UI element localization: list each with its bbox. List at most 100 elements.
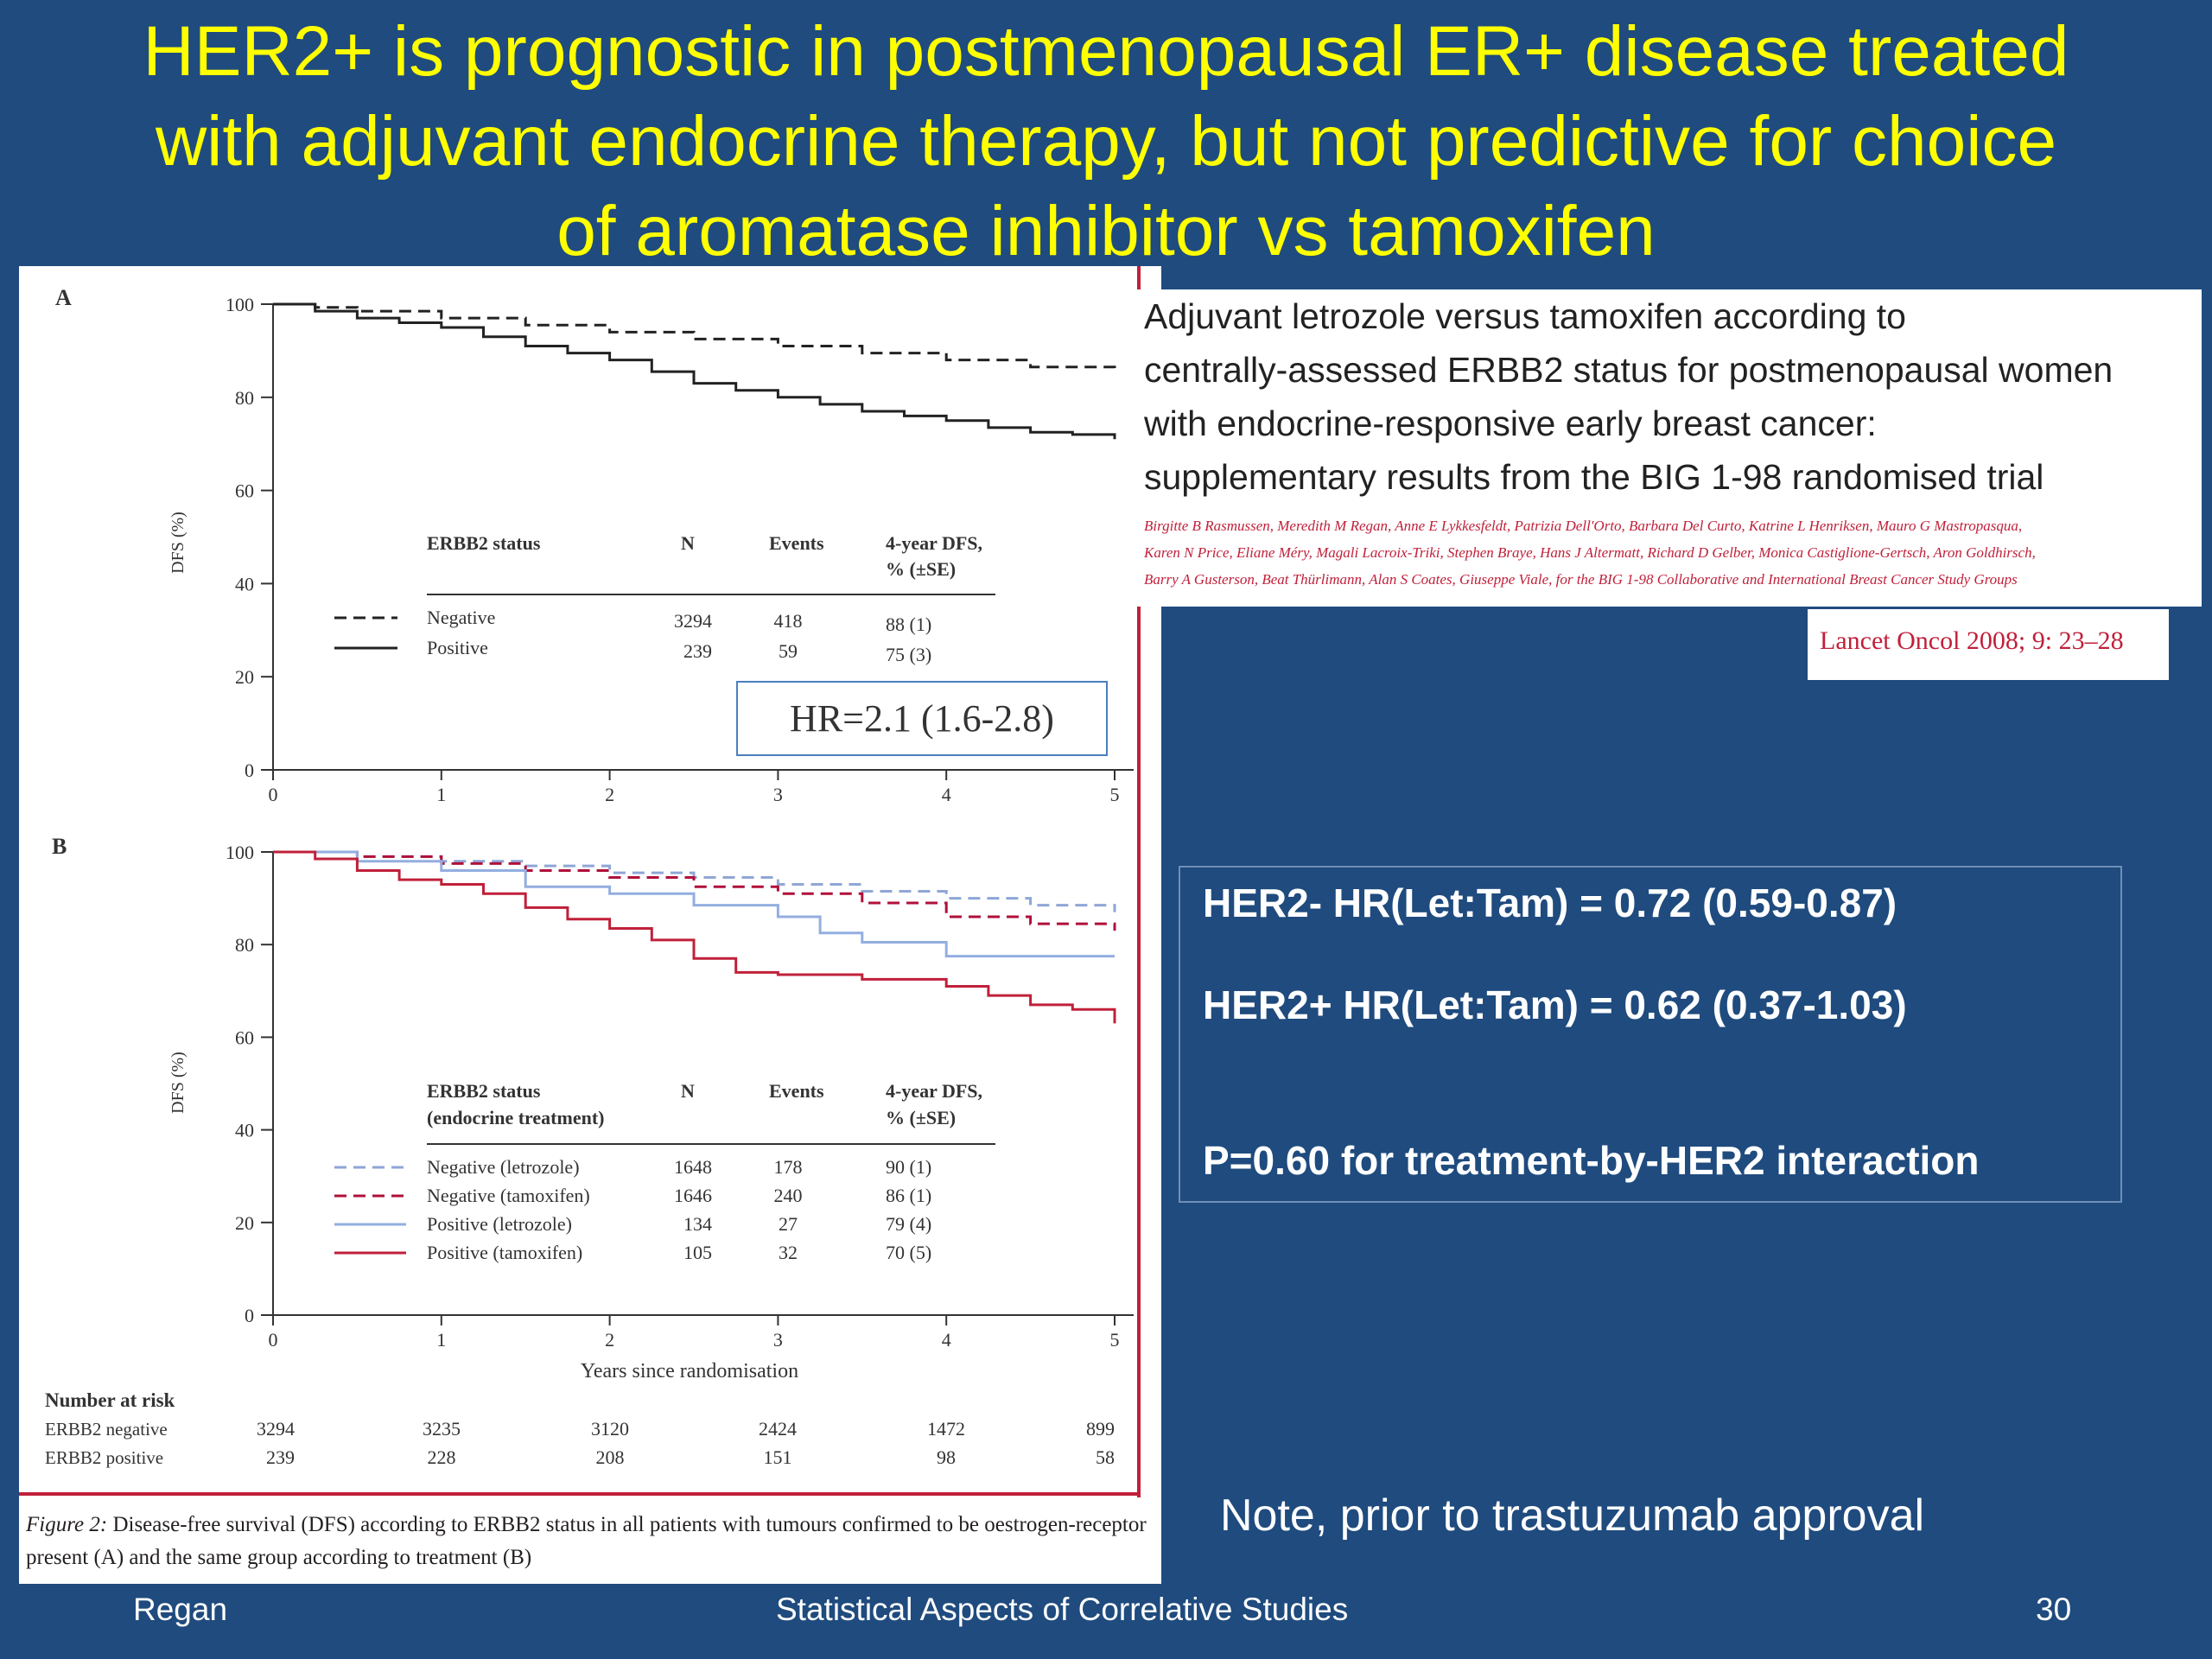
panel-b-xlabel: Years since randomisation xyxy=(581,1360,798,1382)
risk-value: 98 xyxy=(937,1446,956,1468)
legend-label: Positive (tamoxifen) xyxy=(427,1242,582,1263)
legend-label: Negative xyxy=(427,607,495,628)
interaction-p-value: P=0.60 for treatment-by-HER2 interaction xyxy=(1203,1138,1980,1183)
legend-header-dfs: 4-year DFS, xyxy=(886,1080,982,1102)
y-tick-label: 0 xyxy=(245,760,254,781)
legend-n: 134 xyxy=(683,1213,712,1235)
risk-row-label: ERBB2 positive xyxy=(45,1447,163,1468)
legend-header-n: N xyxy=(681,1080,695,1102)
x-tick-label: 3 xyxy=(773,1329,783,1351)
y-tick-label: 100 xyxy=(226,294,254,315)
risk-value: 228 xyxy=(428,1446,456,1468)
x-tick-label: 2 xyxy=(605,1329,614,1351)
title-line-1: HER2+ is prognostic in postmenopausal ER… xyxy=(143,12,2069,91)
legend-dfs: 86 (1) xyxy=(886,1185,931,1206)
slide-title: HER2+ is prognostic in postmenopausal ER… xyxy=(0,7,2212,276)
paper-author-line: Birgitte B Rasmussen, Meredith M Regan, … xyxy=(1144,518,2023,534)
legend-events: 27 xyxy=(779,1213,798,1235)
hr-annotation: HR=2.1 (1.6-2.8) xyxy=(790,697,1054,740)
y-tick-label: 40 xyxy=(235,1120,254,1141)
paper-title: Adjuvant letrozole versus tamoxifen acco… xyxy=(1144,289,2198,504)
x-tick-label: 5 xyxy=(1110,784,1120,805)
y-tick-label: 20 xyxy=(235,1212,254,1234)
y-tick-label: 100 xyxy=(226,842,254,863)
legend-label: Negative (letrozole) xyxy=(427,1156,580,1178)
slide-number: 30 xyxy=(2036,1592,2072,1627)
paper-title-line: centrally-assessed ERBB2 status for post… xyxy=(1144,350,2113,390)
paper-author-line: Barry A Gusterson, Beat Thürlimann, Alan… xyxy=(1144,571,2018,588)
risk-value: 899 xyxy=(1086,1418,1115,1440)
panel-a-legend-table: ERBB2 status N Events 4-year DFS, % (±SE) Neg… xyxy=(334,532,995,665)
citation-box: Lancet Oncol 2008; 9: 23–28 xyxy=(1808,609,2169,680)
title-line-2: with adjuvant endocrine therapy, but not… xyxy=(155,102,2057,181)
panel-a-ylabel: DFS (%) xyxy=(168,512,188,574)
y-tick-label: 0 xyxy=(245,1305,254,1326)
paper-author-line: Karen N Price, Eliane Méry, Magali Lacro… xyxy=(1144,544,2036,561)
risk-row-label: ERBB2 negative xyxy=(45,1419,168,1440)
legend-events: 32 xyxy=(779,1242,798,1263)
legend-n: 239 xyxy=(683,640,712,662)
legend-header-status: ERBB2 status xyxy=(427,1080,541,1102)
legend-n: 105 xyxy=(683,1242,712,1263)
x-tick-label: 1 xyxy=(436,1329,446,1351)
risk-value: 151 xyxy=(764,1446,792,1468)
risk-table-title: Number at risk xyxy=(45,1389,175,1411)
legend-n: 3294 xyxy=(674,610,712,632)
y-tick-label: 20 xyxy=(235,666,254,688)
risk-value: 2424 xyxy=(759,1418,797,1440)
legend-n: 1646 xyxy=(674,1185,712,1206)
legend-header-dfs: 4-year DFS, xyxy=(886,532,982,554)
panel-b-ylabel: DFS (%) xyxy=(168,1052,188,1114)
legend-dfs: 88 (1) xyxy=(886,613,931,635)
legend-dfs: 79 (4) xyxy=(886,1213,931,1235)
legend-events: 418 xyxy=(774,610,803,632)
km-curve-negative xyxy=(273,302,1116,374)
legend-dfs: 75 (3) xyxy=(886,644,931,665)
legend-dfs: 90 (1) xyxy=(886,1156,931,1178)
legend-events: 240 xyxy=(774,1185,803,1206)
title-line-3: of aromatase inhibitor vs tamoxifen xyxy=(556,192,1656,270)
x-tick-label: 0 xyxy=(269,1329,278,1351)
paper-title-line: with endocrine-responsive early breast c… xyxy=(1144,404,1877,443)
panel-a: A DFS (%) 0 20 40 60 80 100 0 1 2 3 4 5 ERBB2 statu… xyxy=(55,285,1134,805)
legend-header-treatment: (endocrine treatment) xyxy=(427,1107,604,1128)
x-tick-label: 4 xyxy=(942,1329,951,1351)
y-tick-label: 80 xyxy=(235,387,254,409)
legend-header-n: N xyxy=(681,532,695,554)
figure-caption-label: Figure 2: xyxy=(26,1513,108,1536)
paper-header: Adjuvant letrozole versus tamoxifen acco… xyxy=(1134,289,2202,607)
figure-border-right xyxy=(1137,266,1141,1497)
y-tick-label: 60 xyxy=(235,1027,254,1048)
km-curve-negative-tamoxifen xyxy=(273,850,1116,931)
paper-authors: Birgitte B Rasmussen, Meredith M Regan, … xyxy=(1144,512,2198,593)
legend-header-events: Events xyxy=(769,1080,824,1102)
risk-value: 3294 xyxy=(257,1418,295,1440)
x-tick-label: 5 xyxy=(1110,1329,1120,1351)
panel-a-label: A xyxy=(55,285,72,310)
legend-label: Positive xyxy=(427,637,488,658)
legend-events: 178 xyxy=(774,1156,803,1178)
y-tick-label: 60 xyxy=(235,480,254,502)
km-curve-positive-tamoxifen xyxy=(273,850,1116,1024)
hr-annotation-box xyxy=(736,681,1108,756)
hazard-ratio-box: HER2- HR(Let:Tam) = 0.72 (0.59-0.87) HER… xyxy=(1179,866,2122,1203)
figure-caption: Figure 2: Disease-free survival (DFS) ac… xyxy=(26,1509,1149,1574)
risk-value: 1472 xyxy=(927,1418,965,1440)
legend-header-status: ERBB2 status xyxy=(427,532,541,554)
y-tick-label: 40 xyxy=(235,573,254,594)
x-tick-label: 3 xyxy=(773,784,783,805)
x-tick-label: 1 xyxy=(436,784,446,805)
y-tick-label: 80 xyxy=(235,934,254,956)
x-tick-label: 0 xyxy=(269,784,278,805)
panel-b: B DFS (%) 0 20 40 60 80 100 0 1 2 3 4 5 ERBB2 statu… xyxy=(52,834,1134,1382)
legend-events: 59 xyxy=(779,640,798,662)
km-curve-positive-letrozole xyxy=(273,850,1115,958)
paper-title-line: Adjuvant letrozole versus tamoxifen acco… xyxy=(1144,296,1906,336)
risk-value: 58 xyxy=(1096,1446,1115,1468)
risk-value: 208 xyxy=(596,1446,625,1468)
legend-header-events: Events xyxy=(769,532,824,554)
x-tick-label: 4 xyxy=(942,784,951,805)
km-curve-positive xyxy=(273,302,1116,440)
legend-header-se: % (±SE) xyxy=(886,1107,956,1128)
